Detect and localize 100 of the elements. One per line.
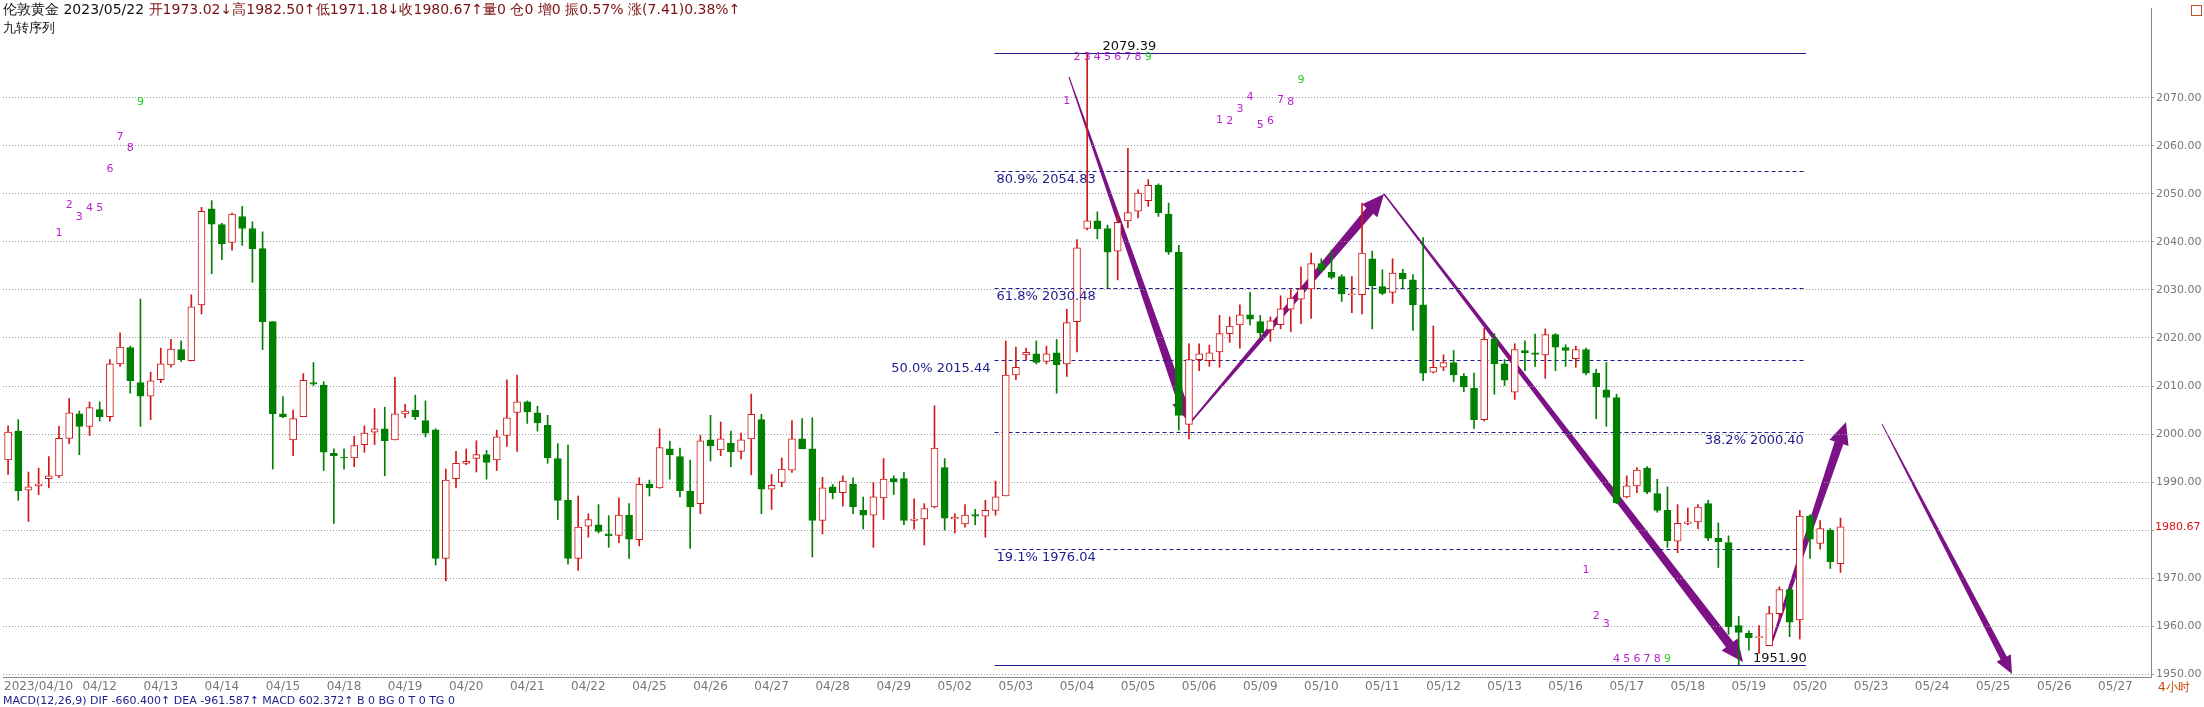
annotation: 1 xyxy=(1063,93,1071,107)
y-tick-label: 2000.00 xyxy=(2156,426,2202,440)
x-tick-label: 05/11 xyxy=(1365,679,1400,694)
x-tick-label: 05/19 xyxy=(1731,679,1767,694)
annotation: 3 xyxy=(75,209,83,223)
annotation: 5 xyxy=(1623,651,1631,665)
candlestick xyxy=(1734,616,1743,666)
candlestick xyxy=(340,448,348,470)
x-tick-label: 05/24 xyxy=(1914,679,1950,694)
x-tick-label: 04/27 xyxy=(754,679,789,694)
annotation: 2 xyxy=(1073,49,1081,63)
x-tick-label: 05/06 xyxy=(1181,679,1217,694)
annotation: 8 xyxy=(1287,94,1295,108)
y-tick-label: 1950.00 xyxy=(2156,666,2202,680)
x-tick-label: 05/05 xyxy=(1120,679,1156,694)
candlestick xyxy=(1012,346,1020,381)
x-tick-label: 05/18 xyxy=(1670,679,1706,694)
ref-line-label: 19.1% 1976.04 xyxy=(996,549,1096,565)
candlestick xyxy=(1531,333,1539,367)
x-tick-label: 04/13 xyxy=(143,679,179,694)
ref-line-label: 50.0% 2015.44 xyxy=(891,360,991,376)
y-tick-label: 2030.00 xyxy=(2156,282,2202,296)
x-tick-label: 05/16 xyxy=(1548,679,1583,694)
y-tick-label: 2060.00 xyxy=(2156,138,2202,152)
x-tick-label: 04/20 xyxy=(448,679,484,694)
annotation: 4 xyxy=(1613,651,1621,665)
annotation: 8 xyxy=(1653,651,1661,665)
annotation: 5 xyxy=(96,200,104,214)
candlestick xyxy=(1022,347,1030,360)
candlestick xyxy=(1348,276,1356,313)
annotation: 6 xyxy=(1633,651,1641,665)
x-tick-label: 05/03 xyxy=(998,679,1034,694)
text: MACD(12,26,9) DIF -660.400↑ DEA -961.587↑ MACD 602.372↑ B 0 BG 0 T 0 TG 0 xyxy=(3,694,455,707)
candlestick xyxy=(513,374,521,452)
annotation: 6 xyxy=(1114,49,1122,63)
annotation: 5 xyxy=(1256,117,1264,131)
x-tick-label: 04/15 xyxy=(265,679,301,694)
annotation: 3 xyxy=(1236,101,1244,115)
x-tick-label: 04/29 xyxy=(876,679,912,694)
candlestick xyxy=(1683,507,1692,526)
x-tick-label: 04/21 xyxy=(509,679,545,694)
x-tick-label: 05/17 xyxy=(1609,679,1645,694)
y-tick-label: 2070.00 xyxy=(2156,90,2202,104)
annotation: 九转序列 xyxy=(3,19,55,37)
candlestick xyxy=(207,200,216,274)
chart-subtitle: 开1973.02↓高1982.50↑低1971.18↓收1980.67↑量0 仓0 增0 振0.57% 涨(7.41)0.38%↑ xyxy=(147,1,741,17)
annotation: 2 xyxy=(1592,608,1600,622)
annotation: 9 xyxy=(136,94,144,108)
annotation: 9 xyxy=(1297,72,1305,86)
candlestick xyxy=(1521,340,1529,371)
annotation: 4 xyxy=(86,200,94,214)
x-tick-label: 05/04 xyxy=(1059,679,1095,694)
candlestick xyxy=(727,430,735,468)
annotation: 7 xyxy=(1643,651,1651,665)
annotation: 1 xyxy=(55,225,63,239)
y-tick-label: 2040.00 xyxy=(2156,234,2202,248)
x-tick-label: 05/10 xyxy=(1304,679,1339,694)
annotation: 9 xyxy=(1144,49,1152,63)
candlestick xyxy=(859,496,868,530)
annotation: 7 xyxy=(116,129,124,143)
annotation: 8 xyxy=(1134,49,1142,63)
candlestick xyxy=(686,459,694,549)
candlestick xyxy=(44,456,53,489)
x-tick-label: 05/09 xyxy=(1242,679,1278,694)
x-tick-label: 05/23 xyxy=(1853,679,1889,694)
x-tick-label: 05/20 xyxy=(1792,679,1828,694)
x-tick-label: 05/12 xyxy=(1426,679,1461,694)
x-tick-label: 04/26 xyxy=(693,679,728,694)
ref-line-label: 1951.90 xyxy=(1752,650,1807,666)
annotation: 4 xyxy=(1246,89,1254,103)
y-tick-label: 2020.00 xyxy=(2156,330,2202,344)
candlestick xyxy=(1297,266,1305,324)
annotation: 4 xyxy=(1093,49,1101,63)
candlestick xyxy=(380,406,389,477)
annotation: 8 xyxy=(126,140,134,154)
annotation: 1 xyxy=(1216,112,1224,126)
annotation: 2 xyxy=(65,197,73,211)
candlestick xyxy=(1429,325,1438,374)
candlestick xyxy=(971,509,980,526)
annotation: 9 xyxy=(1663,651,1671,665)
x-tick-label: 04/25 xyxy=(632,679,667,694)
x-tick-label: 05/27 xyxy=(2098,679,2133,694)
candlestick xyxy=(1236,304,1244,349)
text: 4小时 xyxy=(2158,679,2190,696)
ref-line-label: 38.2% 2000.40 xyxy=(1704,432,1804,448)
annotation: 2 xyxy=(1226,113,1234,127)
y-tick-label: 2050.00 xyxy=(2156,186,2202,200)
candlestick xyxy=(1195,343,1203,371)
annotation: 6 xyxy=(106,161,114,175)
annotation: 5 xyxy=(1104,49,1112,63)
y-tick-label: 1960.00 xyxy=(2156,618,2202,632)
x-tick-label: 04/22 xyxy=(571,679,606,694)
x-tick-label: 05/02 xyxy=(937,679,973,694)
candlestick xyxy=(910,498,918,530)
x-tick-label: 04/14 xyxy=(204,679,240,694)
annotation: 7 xyxy=(1277,92,1285,106)
y-tick-label: 2010.00 xyxy=(2156,378,2202,392)
candlestick xyxy=(462,448,471,466)
annotation: 1 xyxy=(1582,562,1590,576)
x-tick-label: 04/19 xyxy=(387,679,423,694)
